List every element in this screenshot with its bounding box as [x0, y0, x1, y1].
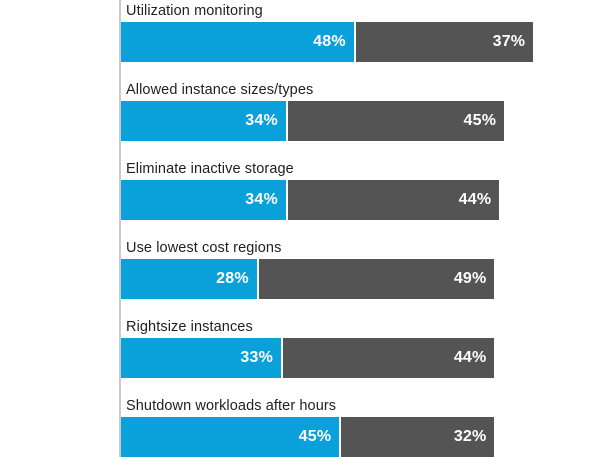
- bar-value-label: 37%: [492, 33, 526, 50]
- bar-segment-gray: 32%: [339, 417, 495, 457]
- bar-track: 48% 37%: [121, 22, 534, 62]
- bar-segment-gray: 49%: [256, 259, 495, 299]
- chart-row: Rightsize instances 33% 44%: [121, 316, 611, 395]
- chart-row: Use lowest cost regions 28% 49%: [121, 237, 611, 316]
- bar-value-label: 33%: [240, 349, 274, 366]
- bar-value-label: 28%: [216, 270, 249, 287]
- bar-segment-gray: 44%: [281, 338, 495, 378]
- category-label: Shutdown workloads after hours: [126, 398, 337, 414]
- category-label: Allowed instance sizes/types: [126, 82, 314, 98]
- category-label: Use lowest cost regions: [126, 240, 282, 256]
- bar-track: 34% 45%: [121, 101, 505, 141]
- bar-segment-blue: 33%: [121, 338, 282, 378]
- bar-segment-blue: 48%: [121, 22, 354, 62]
- chart-row: Utilization monitoring 48% 37%: [121, 0, 611, 79]
- bar-track: 45% 32%: [121, 417, 495, 457]
- bar-value-label: 49%: [453, 270, 487, 287]
- bar-value-label: 44%: [458, 191, 492, 208]
- bar-value-label: 45%: [463, 112, 497, 129]
- bar-value-label: 34%: [245, 191, 278, 208]
- chart-row: Eliminate inactive storage 34% 44%: [121, 158, 611, 237]
- bar-segment-gray: 37%: [353, 22, 534, 62]
- bar-segment-gray: 44%: [285, 180, 500, 220]
- bar-track: 33% 44%: [121, 338, 495, 378]
- bar-value-label: 48%: [313, 33, 346, 50]
- category-label: Rightsize instances: [126, 319, 253, 335]
- y-axis-line: [119, 0, 121, 457]
- bar-segment-blue: 45%: [121, 417, 340, 457]
- bar-track: 34% 44%: [121, 180, 500, 220]
- bar-value-label: 32%: [453, 428, 487, 445]
- category-label: Utilization monitoring: [126, 3, 263, 19]
- bar-segment-blue: 28%: [121, 259, 257, 299]
- bar-value-label: 34%: [245, 112, 278, 129]
- bar-segment-gray: 45%: [285, 101, 505, 141]
- category-label: Eliminate inactive storage: [126, 161, 294, 177]
- chart-rows: Utilization monitoring 48% 37% Allowed i…: [121, 0, 611, 457]
- bar-segment-blue: 34%: [121, 101, 286, 141]
- bar-segment-blue: 34%: [121, 180, 286, 220]
- chart-row: Allowed instance sizes/types 34% 45%: [121, 79, 611, 158]
- chart-row: Shutdown workloads after hours 45% 32%: [121, 395, 611, 457]
- bar-value-label: 45%: [298, 428, 332, 445]
- bar-track: 28% 49%: [121, 259, 495, 299]
- bar-value-label: 44%: [453, 349, 487, 366]
